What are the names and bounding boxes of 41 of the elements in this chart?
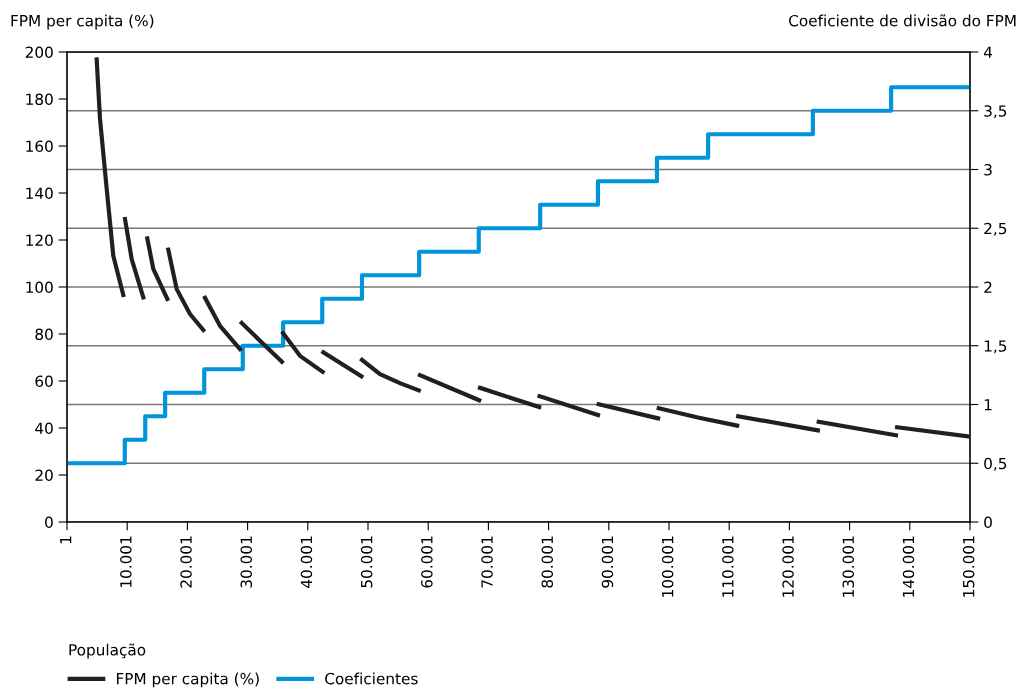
x-tick-label: 70.001	[481, 536, 493, 588]
x-tick-label: 40.001	[300, 536, 313, 588]
legend-label: Coeficientes	[325, 672, 418, 685]
y2-tick-label: 3,5	[984, 105, 1007, 119]
x-axis-title: População	[69, 643, 146, 659]
y-tick-label: 160	[26, 140, 53, 153]
y2-tick-label: 1,5	[984, 340, 1007, 354]
x-tick-label: 30.001	[240, 536, 253, 588]
y2-tick-label: 2	[984, 281, 992, 293]
y2-tick-label: 2,5	[984, 222, 1007, 236]
y-tick-label: 20	[35, 469, 53, 482]
y2-axis-title: Coeficiente de divisão do FPM	[789, 14, 1016, 27]
y-tick-label: 80	[35, 328, 53, 341]
x-tick-label: 20.001	[180, 536, 192, 588]
legend-label: FPM per capita (%)	[116, 672, 259, 688]
y2-tick-label: 1	[984, 399, 992, 411]
y-tick-label: 40	[35, 422, 53, 435]
y-tick-label: 60	[35, 375, 53, 388]
x-tick-label: 110.001	[722, 536, 734, 597]
x-tick-label: 150.001	[962, 536, 975, 597]
y2-tick-label: 4	[983, 46, 993, 58]
y-tick-label: 180	[26, 93, 53, 106]
y-tick-label: 100	[26, 281, 53, 294]
x-tick-label: 90.001	[601, 536, 614, 588]
y2-tick-label: 0	[984, 516, 992, 529]
y2-tick-label: 3	[984, 163, 992, 176]
x-tick-label: 60.001	[421, 536, 433, 588]
x-tick-label: 100.001	[661, 536, 674, 597]
x-tick-label: 1	[60, 536, 72, 544]
x-tick-label: 140.001	[902, 536, 915, 597]
y-tick-label: 0	[45, 516, 53, 529]
y-axis-title: FPM per capita (%)	[11, 14, 154, 30]
y-tick-label: 140	[26, 187, 53, 200]
y-tick-label: 120	[26, 234, 53, 247]
x-tick-label: 50.001	[360, 536, 373, 588]
x-tick-label: 120.001	[782, 536, 794, 597]
x-tick-label: 130.001	[842, 536, 855, 597]
y2-tick-label: 0,5	[984, 457, 1007, 471]
x-tick-label: 10.001	[120, 536, 132, 587]
x-tick-label: 80.001	[541, 536, 554, 588]
y-tick-label: 200	[25, 46, 53, 59]
